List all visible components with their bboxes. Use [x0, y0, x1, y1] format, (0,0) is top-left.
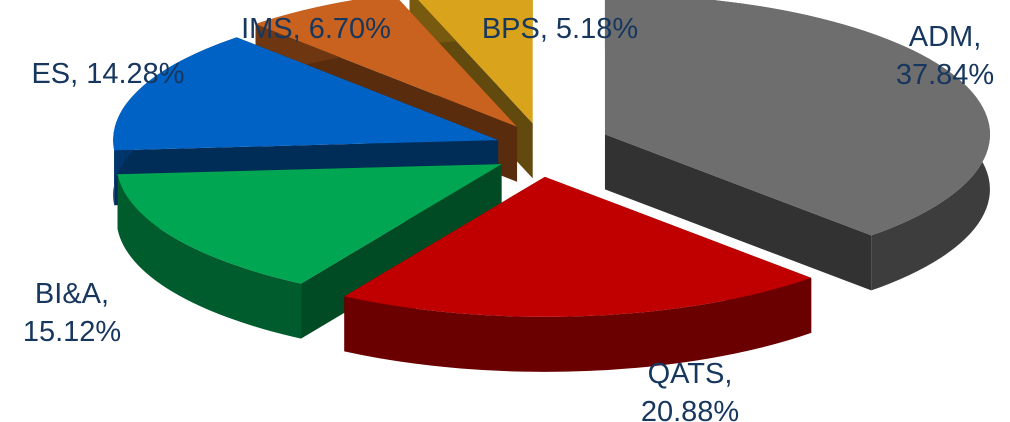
data-label: QATS, 20.88% [641, 358, 739, 422]
label-value: 37.84% [896, 59, 994, 91]
slice [117, 164, 502, 339]
label-separator: , [101, 278, 109, 310]
slice-side [344, 277, 812, 372]
label-value: 20.88% [641, 396, 739, 422]
label-category: BPS [482, 13, 540, 45]
label-category: BI&A [35, 278, 102, 310]
slice [604, 0, 990, 291]
label-separator: , [540, 13, 548, 45]
label-separator: , [70, 58, 78, 90]
slice-top [113, 37, 499, 151]
slice-top [255, 0, 518, 127]
slice-side [117, 174, 302, 339]
label-separator: , [293, 13, 301, 45]
slice [344, 176, 812, 372]
label-category: QATS [648, 358, 725, 390]
label-separator: , [973, 21, 981, 53]
data-label: ADM, 37.84% [896, 21, 994, 91]
slice-top [604, 0, 990, 236]
slice-top [344, 176, 812, 317]
data-label: ES, 14.28% [31, 58, 184, 90]
data-label: BPS, 5.18% [482, 13, 638, 45]
label-value: 6.70% [309, 13, 391, 45]
label-separator: , [724, 358, 732, 390]
slice-top [418, 0, 533, 124]
data-label: BI&A, 15.12% [23, 278, 121, 348]
data-label: IMS, 6.70% [241, 13, 391, 45]
label-category: ADM [909, 21, 973, 53]
slice-wall [604, 134, 872, 291]
label-category: IMS [241, 13, 293, 45]
label-value: 14.28% [86, 58, 184, 90]
label-value: 15.12% [23, 316, 121, 348]
label-value: 5.18% [556, 13, 638, 45]
slice-top [117, 164, 502, 284]
label-category: ES [31, 58, 70, 90]
